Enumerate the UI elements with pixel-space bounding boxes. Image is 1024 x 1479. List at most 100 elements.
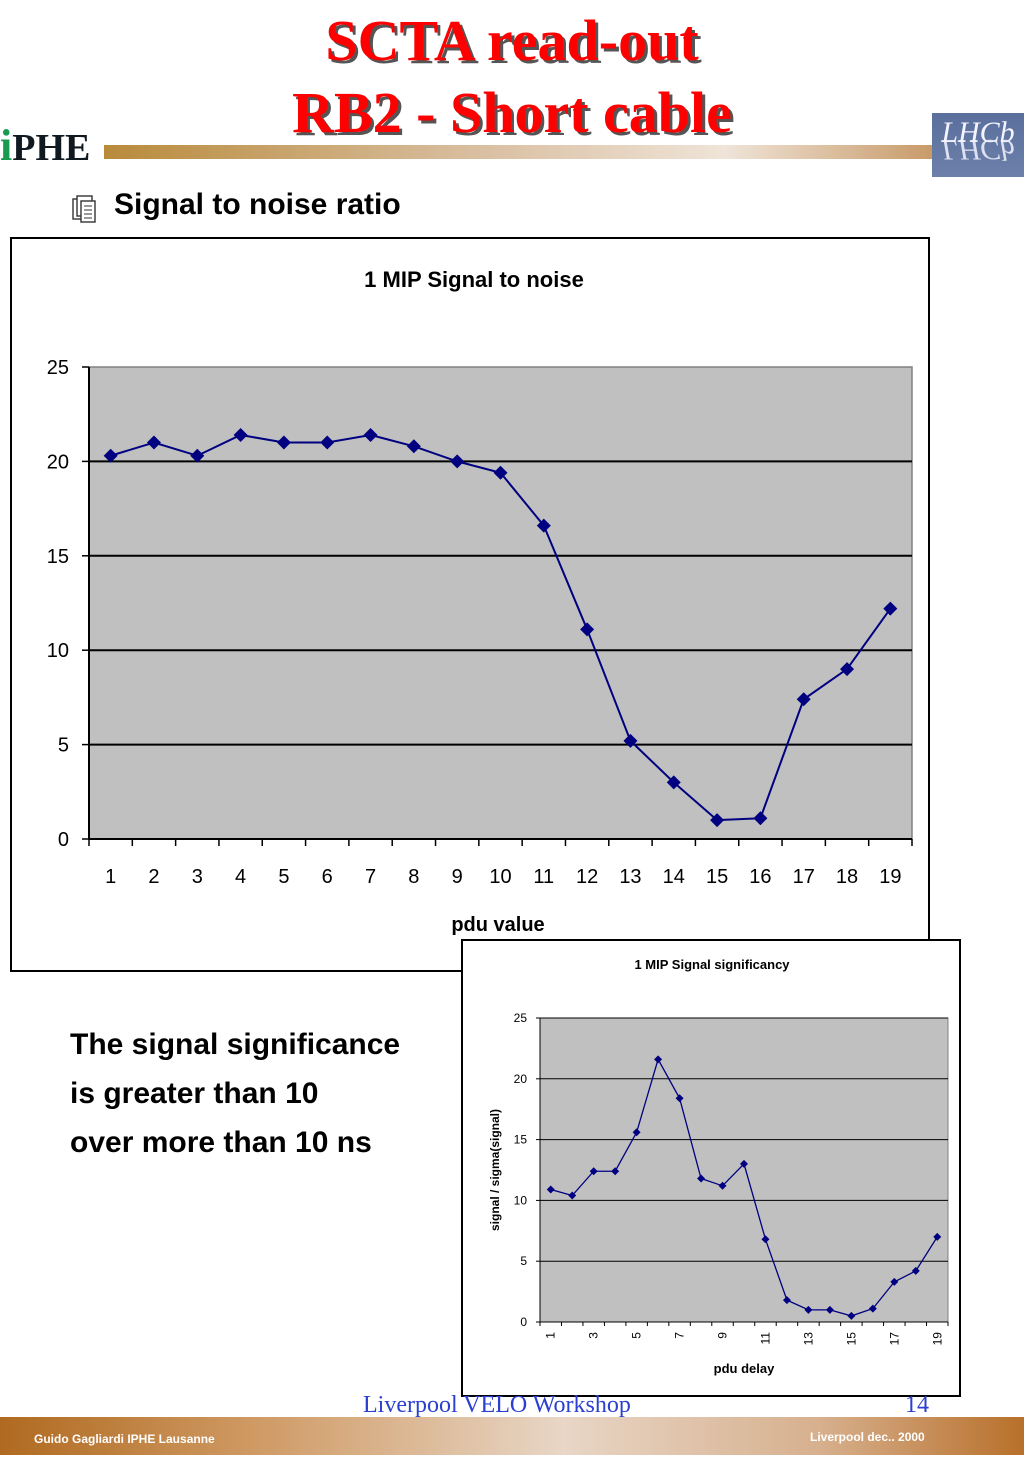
x-axis-label: pdu delay: [714, 1361, 775, 1376]
title-line-2: RB2 - Short cable: [292, 80, 732, 145]
signal-significancy-chart: 1 MIP Signal significancy 0 5 10 15 20 25 1 3 5 7 9…: [461, 939, 961, 1397]
x-tick-label: 5: [278, 866, 289, 888]
x-tick-label: 9: [716, 1332, 730, 1339]
data-point-marker: [654, 1055, 663, 1064]
data-point-marker: [632, 1128, 641, 1137]
footer-bar: [0, 1417, 1024, 1455]
data-point-marker: [580, 622, 595, 637]
data-point-marker: [796, 692, 811, 707]
data-point-marker: [611, 1167, 620, 1176]
x-tick-label: 11: [533, 866, 554, 888]
title-divider-bar: [100, 145, 934, 159]
x-tick-label: 10: [489, 866, 511, 888]
y-tick-label: 20: [47, 451, 69, 473]
note-line-2: is greater than 10: [70, 1077, 319, 1110]
y-tick-label: 10: [47, 640, 69, 662]
y-tick-label: 25: [514, 1011, 528, 1025]
x-tick-label: 11: [758, 1332, 772, 1345]
plot-area: [88, 366, 913, 840]
x-tick-label: 16: [749, 866, 771, 888]
lhcb-logo-reflection: LHCb: [941, 133, 1015, 166]
y-tick-label: 15: [514, 1133, 528, 1147]
data-point-marker: [825, 1305, 834, 1314]
x-tick-label: 2: [148, 866, 159, 888]
x-tick-label: 15: [706, 866, 728, 888]
lhcb-logo-text: LHCb: [941, 116, 1015, 149]
document-stack-icon: [72, 194, 98, 224]
data-point-marker: [190, 448, 205, 463]
iphe-logo-text: PHE: [12, 127, 91, 169]
data-point-marker: [782, 1296, 791, 1305]
data-point-marker: [804, 1305, 813, 1314]
data-point-marker: [546, 1185, 555, 1194]
data-point-marker: [847, 1311, 856, 1320]
chart-title: 1 MIP Signal significancy: [634, 957, 790, 972]
data-point-marker: [363, 427, 378, 442]
data-point-marker: [697, 1174, 706, 1183]
y-tick-label: 5: [58, 735, 69, 757]
y-tick-label: 0: [58, 829, 69, 851]
page-number: 14: [905, 1392, 929, 1418]
data-point-marker: [718, 1181, 727, 1190]
significance-note: The signal significance is greater than …: [70, 1020, 400, 1167]
data-point-marker: [740, 1159, 748, 1168]
x-tick-label: 12: [576, 866, 598, 888]
y-axis-label: signal / sigma(signal): [488, 1109, 502, 1231]
x-tick-label: 13: [619, 866, 641, 888]
data-point-marker: [710, 813, 725, 828]
y-tick-label: 15: [47, 546, 69, 568]
x-tick-label: 7: [673, 1332, 687, 1339]
data-point-marker: [146, 435, 161, 450]
data-point-marker: [623, 733, 638, 748]
x-tick-label: 19: [879, 866, 901, 888]
data-point-marker: [840, 662, 855, 677]
y-tick-label: 0: [520, 1315, 527, 1329]
data-point-marker: [103, 448, 118, 463]
workshop-link[interactable]: Liverpool VELO Workshop: [363, 1392, 631, 1418]
x-tick-label: 8: [408, 866, 419, 888]
plot-area: [539, 1017, 949, 1323]
data-point-marker: [675, 1094, 684, 1103]
title-line-1: SCTA read-out: [325, 8, 699, 73]
data-point-marker: [589, 1167, 598, 1176]
iphe-logo-i: i: [0, 121, 13, 170]
x-tick-label: 13: [801, 1332, 815, 1346]
note-line-3: over more than 10 ns: [70, 1126, 372, 1159]
x-tick-label: 18: [836, 866, 858, 888]
signal-to-noise-chart: 1 MIP Signal to noise 0 5 10 15 20 25 1 2 3 4 5 6 7 8 9…: [10, 237, 930, 972]
iphe-logo: iPHE: [0, 112, 104, 180]
x-tick-label: 5: [630, 1332, 644, 1339]
data-point-marker: [890, 1277, 899, 1286]
data-point-marker: [883, 601, 898, 616]
chart-title: 1 MIP Signal to noise: [364, 267, 584, 292]
data-point-marker: [233, 427, 248, 442]
data-point-marker: [868, 1304, 877, 1313]
x-tick-label: 19: [930, 1332, 944, 1346]
data-point-marker: [568, 1191, 577, 1200]
data-point-marker: [933, 1232, 942, 1241]
data-point-marker: [911, 1266, 920, 1275]
footer-date: Liverpool dec.. 2000: [810, 1430, 925, 1444]
x-tick-label: 1: [105, 866, 116, 888]
y-tick-label: 25: [47, 357, 69, 379]
x-tick-label: 9: [452, 866, 463, 888]
x-axis-label: pdu value: [451, 914, 544, 936]
x-tick-label: 3: [587, 1332, 601, 1339]
data-point-marker: [406, 439, 421, 454]
x-tick-label: 17: [887, 1332, 901, 1346]
data-point-marker: [276, 435, 291, 450]
footer-author: Guido Gagliardi IPHE Lausanne: [34, 1432, 215, 1446]
data-point-marker: [450, 454, 465, 469]
bullet-text: Signal to noise ratio: [114, 188, 401, 221]
data-point-marker: [753, 811, 768, 826]
x-tick-label: 4: [235, 866, 246, 888]
x-tick-label: 14: [663, 866, 685, 888]
data-point-marker: [493, 465, 508, 480]
x-tick-label: 15: [844, 1332, 858, 1346]
x-tick-label: 7: [365, 866, 376, 888]
y-tick-label: 10: [514, 1193, 528, 1207]
data-point-marker: [536, 518, 551, 533]
data-point-marker: [761, 1235, 770, 1244]
